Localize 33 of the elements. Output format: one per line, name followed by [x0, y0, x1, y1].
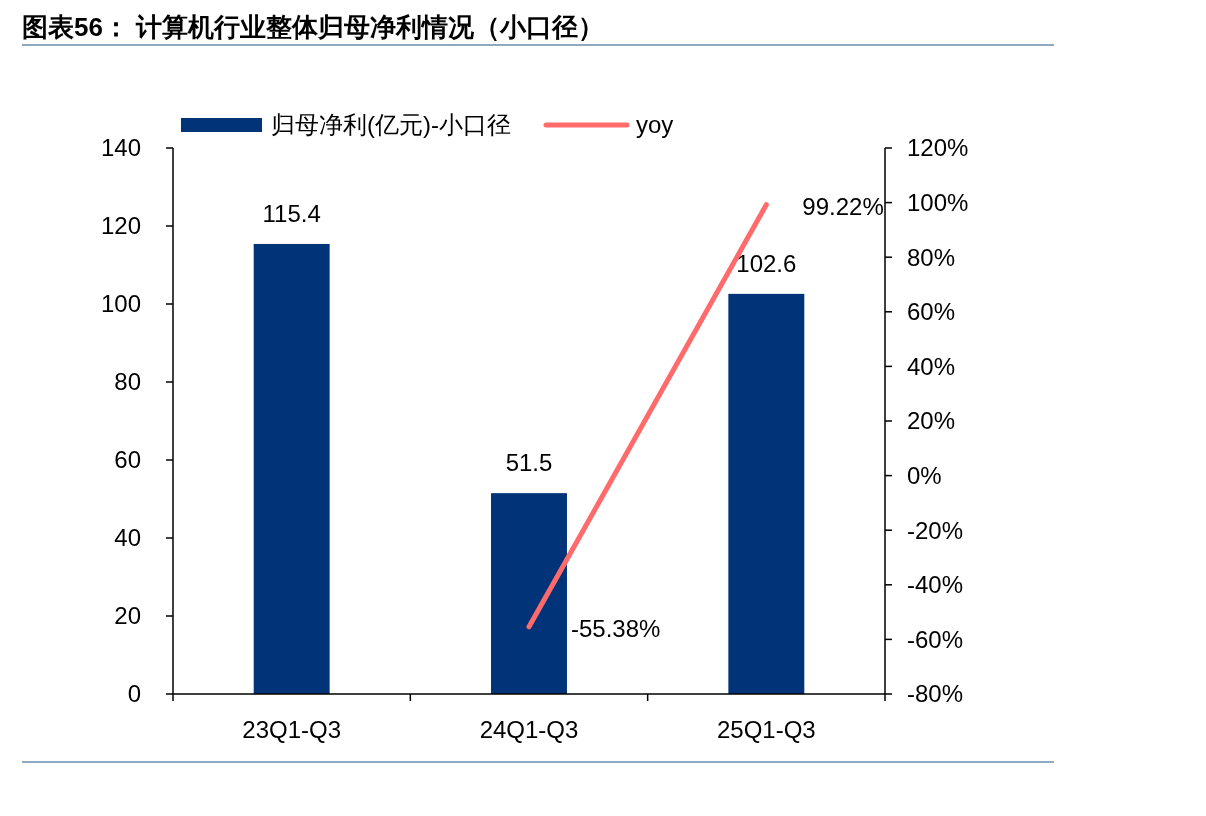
y2-tick-label: 0%	[907, 462, 942, 489]
data-label: 102.6	[736, 249, 797, 277]
data-label: 99.22%	[802, 192, 884, 220]
y-tick-label: 140	[100, 134, 141, 162]
y2-tick-label: 100%	[907, 189, 969, 216]
y2-tick-label: 40%	[907, 352, 956, 380]
y-tick-label: 0	[127, 680, 141, 708]
bar	[253, 243, 330, 694]
y-tick-label: 80	[114, 368, 141, 396]
data-label: -55.38%	[571, 614, 661, 642]
data-label: 115.4	[262, 199, 321, 227]
bar	[728, 293, 805, 694]
y2-tick-label: 80%	[907, 243, 956, 271]
x-tick-label: 23Q1-Q3	[242, 716, 342, 743]
y2-tick-label: -20%	[907, 516, 964, 544]
x-tick-label: 25Q1-Q3	[716, 716, 816, 743]
y2-tick-label: 20%	[907, 407, 956, 435]
y-tick-label: 120	[100, 212, 141, 240]
data-label: 51.5	[505, 449, 553, 477]
legend-label: 归母净利(亿元)-小口径	[271, 111, 511, 139]
y-tick-label: 100	[100, 290, 141, 318]
legend-label: yoy	[636, 111, 674, 139]
x-tick-label: 24Q1-Q3	[479, 716, 579, 743]
y-tick-label: 60	[114, 446, 141, 474]
y2-tick-label: 60%	[907, 298, 956, 326]
y2-tick-label: -80%	[907, 680, 964, 708]
bar	[491, 493, 567, 694]
y-tick-label: 20	[114, 602, 141, 630]
y-tick-label: 40	[114, 524, 141, 552]
y2-tick-label: 120%	[907, 134, 969, 162]
y2-tick-label: -40%	[907, 571, 964, 599]
y2-tick-label: -60%	[907, 625, 964, 653]
chart-title: 图表56： 计算机行业整体归母净利情况（小口径）	[22, 12, 605, 42]
